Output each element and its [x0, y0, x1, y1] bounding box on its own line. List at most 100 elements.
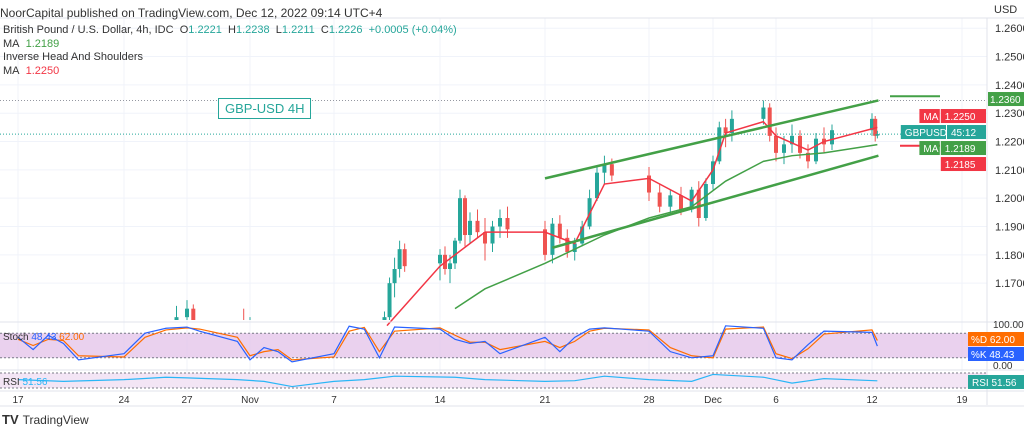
candle-body — [174, 317, 179, 320]
axis-label-text: GBPUSD — [905, 128, 947, 139]
candle-body — [696, 189, 701, 219]
candle-body — [565, 237, 570, 253]
stoch-value-tag — [968, 347, 1024, 361]
rsi-line — [17, 373, 878, 388]
open-label: O — [179, 24, 189, 36]
study-name: Inverse Head And Shoulders — [3, 51, 144, 63]
ma-slow-label: MA — [3, 37, 20, 50]
candle-body — [468, 220, 472, 236]
channel-trendline — [552, 154, 879, 249]
low-value: 1.2211 — [281, 24, 315, 36]
ma-fast-label: MA — [3, 64, 20, 77]
candle-body — [483, 232, 487, 244]
candle-body — [387, 283, 392, 318]
close-value: 1.2226 — [328, 24, 363, 36]
time-tick: 14 — [434, 395, 446, 406]
rsi-value: RSI 51.56 — [972, 378, 1017, 389]
candle-body — [557, 223, 562, 238]
candle-body — [717, 127, 722, 162]
candle-body — [679, 195, 683, 210]
level-tag-box — [940, 157, 986, 172]
time-tick: 21 — [539, 395, 551, 406]
axis-label-box — [940, 109, 986, 124]
level-tag-box — [988, 92, 1024, 107]
rsi-band — [0, 373, 987, 388]
time-tick: 19 — [956, 395, 968, 406]
ma-slow-value: 1.2189 — [25, 37, 60, 50]
stoch-legend: Stoch 48.43 62.00 — [3, 332, 85, 343]
candle-body — [798, 135, 802, 153]
symbol-name: British Pound / U.S. Dollar, 4h, IDC — [3, 24, 174, 36]
axis-label-box — [919, 109, 940, 124]
candle-body — [657, 192, 662, 207]
candle-body — [711, 161, 715, 185]
time-tick: Nov — [241, 395, 259, 406]
candle-body — [782, 144, 786, 153]
time-tick: 7 — [331, 395, 337, 406]
footer: TV TradingView — [2, 412, 89, 427]
candle-body — [550, 223, 555, 255]
level-tag-text: 1.2185 — [945, 160, 976, 171]
candle-body — [875, 134, 880, 136]
candle-body — [438, 254, 442, 264]
footer-brand: TradingView — [22, 412, 89, 427]
price-tick: 1.2500 — [995, 52, 1024, 64]
axis-label-box — [900, 125, 946, 140]
candle-body — [774, 135, 778, 153]
candle-body — [689, 189, 694, 210]
price-tick: 1.2400 — [995, 80, 1024, 92]
price-tick: 1.2300 — [995, 108, 1024, 120]
axis-label-text: 1.2250 — [945, 112, 976, 123]
annotation-label[interactable]: GBP-USD 4H — [218, 98, 312, 119]
time-tick: 28 — [643, 395, 655, 406]
price-tick: 1.1800 — [995, 250, 1024, 262]
candle-body — [392, 269, 397, 284]
rsi-legend-part: RSI — [3, 377, 22, 388]
ma-slow-line — [454, 143, 878, 310]
stoch-tick: 0.00 — [993, 361, 1013, 372]
candle-body — [402, 249, 407, 267]
open-value: 1.2221 — [188, 24, 222, 36]
time-tick: 6 — [773, 395, 779, 406]
ma-fast-value: 1.2250 — [25, 64, 60, 77]
axis-label-text: MA — [923, 112, 938, 123]
candle-body — [668, 195, 673, 207]
time-tick: 12 — [866, 395, 878, 406]
time-tick: 24 — [118, 395, 130, 406]
rsi-value-tag — [968, 375, 1024, 389]
stoch-band — [0, 333, 987, 358]
candle-body — [647, 175, 651, 193]
stoch-tick: 100.00 — [993, 320, 1024, 331]
stoch-k-line — [17, 325, 878, 363]
high-label: H — [228, 24, 236, 36]
symbol-ohlc: British Pound / U.S. Dollar, 4h, IDC O1.… — [3, 24, 457, 38]
change-value: +0.0005 (+0.04%) — [368, 24, 457, 36]
candle-body — [382, 317, 387, 320]
axis-label-text: 45:12 — [951, 128, 976, 139]
candle-body — [463, 198, 467, 236]
time-tick: 27 — [181, 395, 193, 406]
ma-fast-line — [386, 120, 878, 327]
candle-body — [870, 118, 874, 131]
high-value: 1.2238 — [236, 24, 270, 36]
price-tick: 1.2100 — [995, 165, 1024, 177]
price-tick: 1.1900 — [995, 222, 1024, 234]
stoch-value: %D 62.00 — [971, 335, 1015, 346]
candle-body — [397, 249, 402, 270]
close-label: C — [320, 24, 329, 36]
axis-label-box — [919, 141, 940, 156]
ma-slow-legend: MA 1.2189 — [3, 38, 457, 52]
candle-body — [191, 308, 196, 320]
candle-body — [448, 263, 452, 270]
candle-body — [185, 308, 189, 318]
level-tag-text: 1.2360 — [990, 95, 1021, 106]
candle-body — [703, 184, 708, 219]
candle-body — [580, 226, 585, 244]
price-tick: 1.2000 — [995, 193, 1024, 205]
axis-label-box — [947, 125, 986, 140]
axis-label-text: MA — [923, 144, 938, 155]
legend: British Pound / U.S. Dollar, 4h, IDC O1.… — [3, 24, 457, 78]
candle-body — [830, 130, 834, 145]
candle-body — [572, 243, 577, 253]
